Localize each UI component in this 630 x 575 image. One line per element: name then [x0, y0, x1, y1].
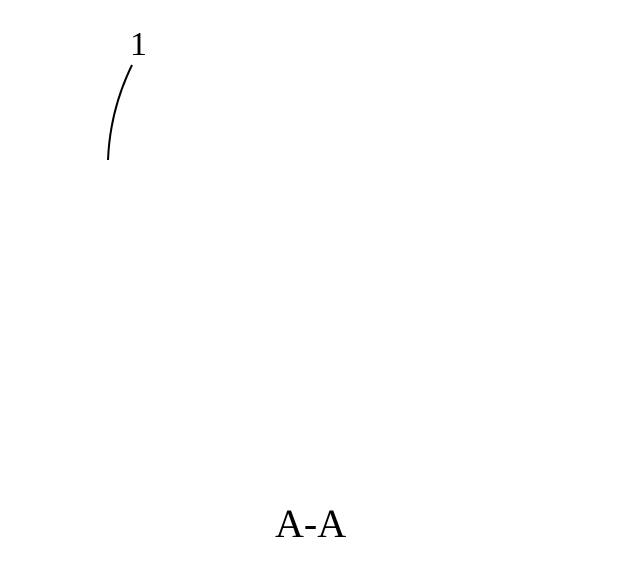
- hatch-line: [151, 0, 630, 575]
- hatch-line: [0, 0, 630, 575]
- hatch-line: [184, 0, 630, 575]
- hatch-line: [0, 0, 502, 575]
- section-label: A-A: [275, 500, 346, 547]
- hatch-line: [0, 0, 534, 575]
- hatch-line: [85, 0, 630, 575]
- diagram-stage: 1 A-A: [0, 0, 630, 575]
- hatch-line: [217, 0, 630, 575]
- hatch-line: [0, 0, 469, 575]
- hatch-line: [250, 0, 630, 575]
- hatch-line: [0, 0, 600, 575]
- hatch-line: [0, 0, 403, 575]
- hatch-line: [0, 0, 436, 575]
- hatch-line: [0, 0, 630, 575]
- hatch-line: [118, 0, 630, 575]
- diagram-svg: 1: [0, 0, 630, 575]
- hatch-fill: [0, 0, 630, 575]
- hatch-line: [0, 0, 370, 575]
- hatch-line: [0, 0, 630, 575]
- hatch-line: [0, 0, 630, 575]
- callout-label: 1: [130, 26, 147, 63]
- callout-leader: [108, 65, 132, 160]
- hatch-line: [19, 0, 630, 575]
- hatch-line: [52, 0, 630, 575]
- hatch-line: [0, 0, 567, 575]
